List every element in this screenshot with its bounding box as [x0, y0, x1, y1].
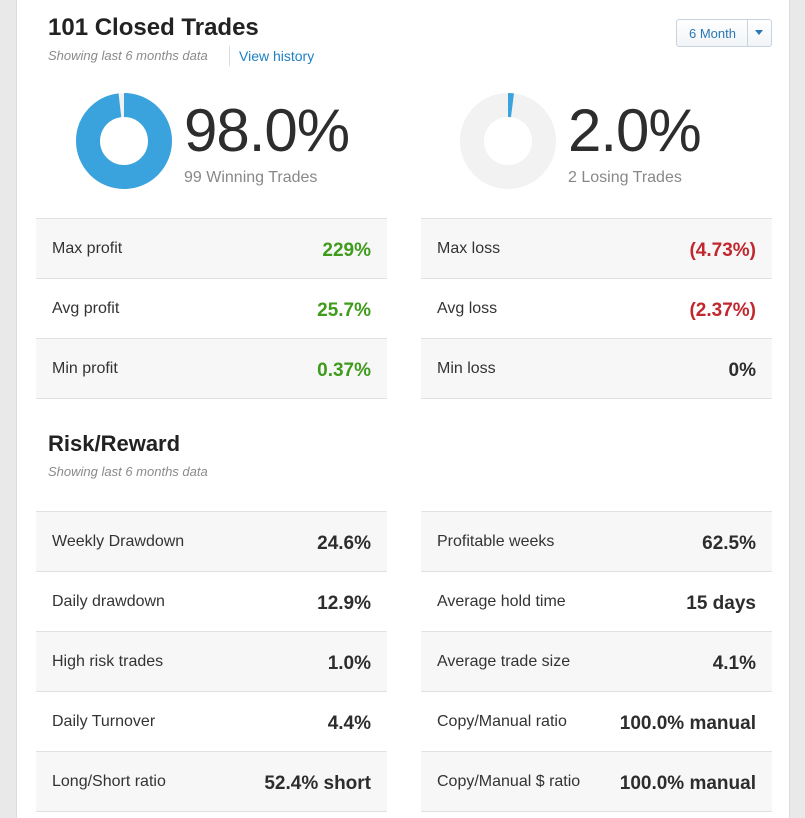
stat-row-min-profit: Min profit 0.37%: [36, 339, 387, 399]
stat-label: High risk trades: [52, 653, 164, 670]
subtitle-divider: [229, 46, 230, 66]
view-history-link[interactable]: View history: [239, 48, 315, 64]
period-dropdown-label: 6 Month: [689, 26, 736, 41]
stat-label: Average hold time: [437, 593, 566, 610]
closed-trades-title: 101 Closed Trades: [48, 14, 259, 41]
stat-value: 0.37%: [317, 360, 371, 381]
stat-label: Max loss: [437, 240, 501, 257]
stat-row-weekly-drawdown: Weekly Drawdown 24.6%: [36, 512, 387, 572]
stat-row-high-risk-trades: High risk trades 1.0%: [36, 632, 387, 692]
stat-value: 100.0% manual: [619, 713, 756, 734]
stat-label: Avg loss: [437, 300, 498, 317]
stat-row-daily-drawdown: Daily drawdown 12.9%: [36, 572, 387, 632]
risk-stats-right-table: Profitable weeks 62.5% Average hold time…: [421, 511, 772, 812]
risk-stats-left-table: Weekly Drawdown 24.6% Daily drawdown 12.…: [36, 511, 387, 812]
stat-row-average-trade-size: Average trade size 4.1%: [421, 632, 772, 692]
winning-trades-caption: 99 Winning Trades: [184, 169, 318, 186]
losing-trades-caption: 2 Losing Trades: [568, 169, 682, 186]
stat-value: 1.0%: [327, 653, 371, 674]
stat-value: 4.4%: [327, 713, 371, 734]
stat-value: 100.0% manual: [619, 773, 756, 794]
stat-value: 52.4% short: [264, 773, 371, 794]
stat-row-daily-turnover: Daily Turnover 4.4%: [36, 692, 387, 752]
stat-row-long-short-ratio: Long/Short ratio 52.4% short: [36, 752, 387, 812]
stat-label: Copy/Manual ratio: [437, 713, 567, 730]
stat-label: Copy/Manual $ ratio: [437, 773, 581, 790]
stat-label: Max profit: [52, 240, 123, 257]
stat-row-max-profit: Max profit 229%: [36, 219, 387, 279]
period-dropdown[interactable]: 6 Month: [676, 19, 772, 47]
risk-reward-subtitle: Showing last 6 months data: [48, 464, 208, 479]
stat-row-copy-manual-dollar-ratio: Copy/Manual $ ratio 100.0% manual: [421, 752, 772, 812]
stat-label: Min profit: [52, 360, 118, 377]
chevron-down-icon[interactable]: [755, 30, 763, 35]
stat-value: 25.7%: [317, 300, 371, 321]
stat-value: 62.5%: [702, 533, 756, 554]
stat-row-profitable-weeks: Profitable weeks 62.5%: [421, 512, 772, 572]
stat-label: Weekly Drawdown: [52, 533, 185, 550]
stat-value: (4.73%): [689, 240, 756, 261]
stat-row-avg-profit: Avg profit 25.7%: [36, 279, 387, 339]
stat-value: 12.9%: [317, 593, 371, 614]
stat-row-copy-manual-ratio: Copy/Manual ratio 100.0% manual: [421, 692, 772, 752]
stat-label: Avg profit: [52, 300, 120, 317]
stat-row-avg-loss: Avg loss (2.37%): [421, 279, 772, 339]
profit-stats-table: Max profit 229% Avg profit 25.7% Min pro…: [36, 218, 387, 399]
stat-value: (2.37%): [689, 300, 756, 321]
stat-value: 4.1%: [712, 653, 756, 674]
stat-label: Daily drawdown: [52, 593, 165, 610]
winning-percent: 98.0%: [184, 97, 350, 164]
stat-label: Profitable weeks: [437, 533, 555, 550]
stat-row-average-hold-time: Average hold time 15 days: [421, 572, 772, 632]
loss-stats-table: Max loss (4.73%) Avg loss (2.37%) Min lo…: [421, 218, 772, 399]
closed-trades-panel: 101 Closed Trades Showing last 6 months …: [16, 0, 790, 818]
winning-donut-chart: [76, 93, 172, 189]
stat-value: 229%: [322, 240, 371, 261]
stat-label: Average trade size: [437, 653, 571, 670]
losing-percent: 2.0%: [568, 97, 702, 164]
stat-row-max-loss: Max loss (4.73%): [421, 219, 772, 279]
losing-donut-arc: [460, 93, 556, 189]
stat-value: 15 days: [686, 593, 756, 614]
risk-reward-title: Risk/Reward: [48, 431, 181, 456]
closed-trades-subtitle: Showing last 6 months data: [48, 48, 208, 63]
stat-label: Long/Short ratio: [52, 773, 166, 790]
stat-label: Min loss: [437, 360, 496, 377]
stat-row-min-loss: Min loss 0%: [421, 339, 772, 399]
dropdown-divider: [747, 20, 748, 46]
winning-donut-arc: [76, 93, 172, 189]
losing-donut-chart: [460, 93, 556, 189]
stat-value: 0%: [728, 360, 756, 381]
stat-label: Daily Turnover: [52, 713, 156, 730]
stat-value: 24.6%: [317, 533, 371, 554]
